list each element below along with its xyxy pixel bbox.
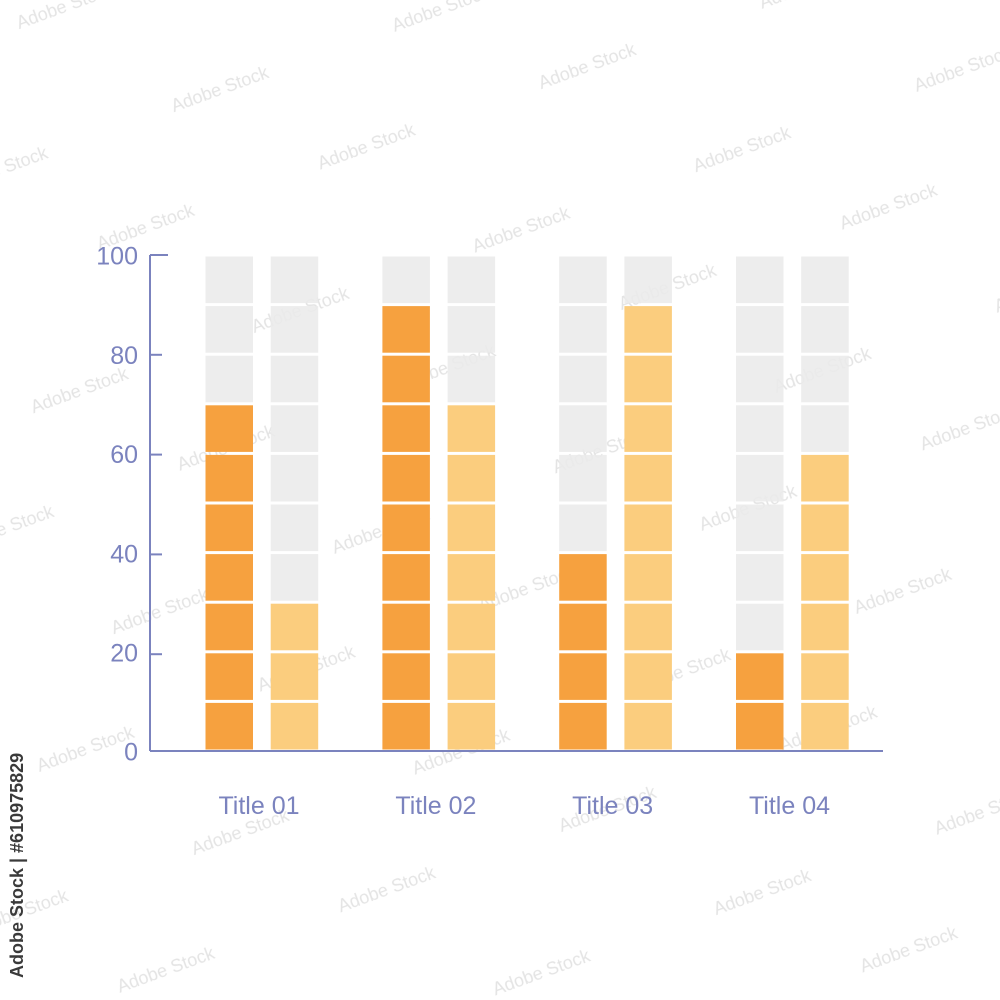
svg-text:0: 0 xyxy=(124,739,138,767)
svg-text:Title 01: Title 01 xyxy=(218,792,299,820)
svg-text:Title 02: Title 02 xyxy=(395,792,476,820)
svg-text:80: 80 xyxy=(110,342,138,370)
svg-text:Title 03: Title 03 xyxy=(572,792,653,820)
svg-text:Adobe Stock | #610975829: Adobe Stock | #610975829 xyxy=(7,753,27,978)
svg-text:100: 100 xyxy=(96,243,138,271)
svg-text:40: 40 xyxy=(110,540,138,568)
svg-text:60: 60 xyxy=(110,441,138,469)
svg-text:Title 04: Title 04 xyxy=(749,792,830,820)
svg-text:20: 20 xyxy=(110,639,138,667)
